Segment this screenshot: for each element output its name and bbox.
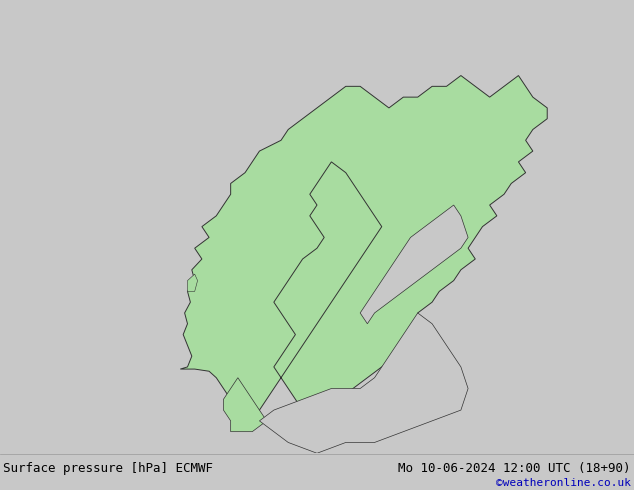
Text: ©weatheronline.co.uk: ©weatheronline.co.uk bbox=[496, 478, 631, 488]
Polygon shape bbox=[188, 274, 198, 292]
Polygon shape bbox=[259, 313, 468, 453]
Text: Mo 10-06-2024 12:00 UTC (18+90): Mo 10-06-2024 12:00 UTC (18+90) bbox=[398, 463, 631, 475]
Polygon shape bbox=[180, 75, 547, 421]
Polygon shape bbox=[360, 205, 468, 324]
Text: Surface pressure [hPa] ECMWF: Surface pressure [hPa] ECMWF bbox=[3, 463, 213, 475]
Polygon shape bbox=[223, 378, 267, 432]
